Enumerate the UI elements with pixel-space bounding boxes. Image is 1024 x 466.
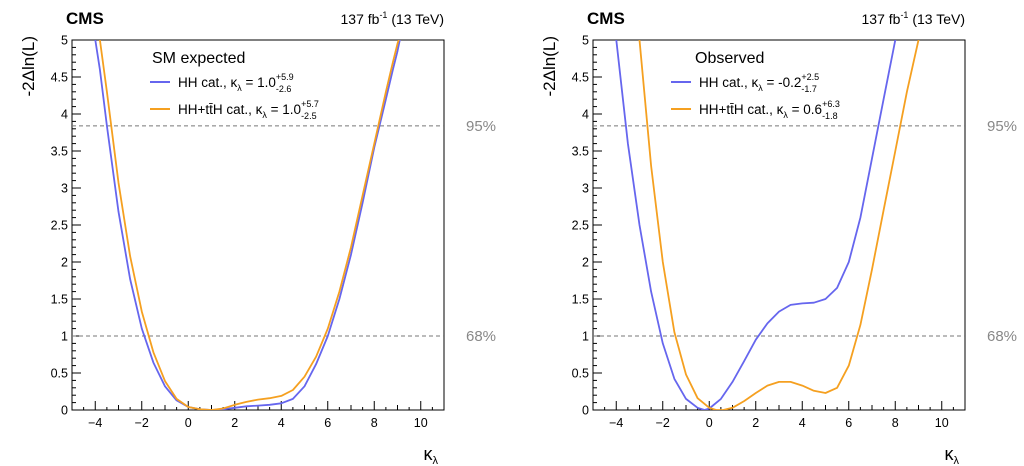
legend-upper-error: +2.5 [801, 72, 819, 82]
y-tick-label: 0.5 [51, 367, 68, 381]
y-tick-label: 1 [61, 330, 68, 344]
lumi-base: 137 fb [862, 11, 901, 27]
y-tick-label: 4.5 [51, 71, 68, 85]
legend-lower-error: -1.7 [801, 84, 817, 94]
likelihood-curve [638, 40, 920, 410]
legend-category: HH cat., [699, 75, 752, 90]
x-axis-symbol: κ [945, 444, 955, 464]
y-tick-label: 3.5 [572, 145, 589, 159]
legend-lower-error: -2.5 [301, 111, 317, 121]
x-tick-label: 6 [845, 416, 852, 430]
x-tick-label: 2 [752, 416, 759, 430]
y-tick-label: 4 [61, 108, 68, 122]
lumi-base: 137 fb [341, 11, 380, 27]
legend-best-fit: = 1.0 [267, 102, 301, 117]
lumi-energy: (13 TeV) [387, 11, 444, 27]
reference-line-label: 95% [466, 118, 496, 135]
legend-lower-error: -1.8 [822, 111, 838, 121]
likelihood-curve [615, 40, 897, 410]
reference-line-label: 68% [987, 328, 1017, 345]
legend-entry: HH cat., κλ = -0.2+2.5 -1.7 [699, 72, 819, 94]
plot-frame [71, 39, 445, 411]
legend-category: HH+tt̄H cat., [699, 102, 777, 117]
x-tick-label: 4 [278, 416, 285, 430]
legend-kappa: κ [231, 75, 238, 90]
y-tick-label: 5 [61, 34, 68, 48]
y-tick-label: 3.5 [51, 145, 68, 159]
legend-upper-error: +5.7 [301, 99, 319, 109]
x-tick-label: 2 [231, 416, 238, 430]
lumi-exponent: -1 [900, 10, 908, 20]
luminosity-label: 137 fb-1 (13 TeV) [341, 10, 445, 27]
legend-category: HH+tt̄H cat., [178, 102, 256, 117]
y-tick-label: 0.5 [572, 367, 589, 381]
y-tick-label: 4.5 [572, 71, 589, 85]
x-tick-label: −4 [609, 416, 623, 430]
legend-best-fit: = -0.2 [763, 75, 802, 90]
x-axis-label: κλ [424, 444, 439, 466]
x-tick-label: 8 [371, 416, 378, 430]
x-tick-label: −2 [656, 416, 670, 430]
legend-kappa-subscript: λ [237, 83, 242, 93]
x-axis-subscript: λ [954, 455, 960, 466]
x-tick-label: 0 [706, 416, 713, 430]
legend-kappa-subscript: λ [262, 110, 267, 120]
legend-upper-error: +6.3 [822, 99, 840, 109]
y-axis-label: -2Δln(L) [19, 36, 38, 96]
chart-panel-expected: −4 −2 0 2 4 6 8 10 0 0.5 1 1.5 2 2.5 3 3.5 4 4.5 5 68% 95% CM… [19, 9, 496, 466]
y-axis-label: -2Δln(L) [540, 36, 559, 96]
luminosity-label: 137 fb-1 (13 TeV) [862, 10, 966, 27]
lumi-energy: (13 TeV) [908, 11, 965, 27]
legend-kappa-subscript: λ [758, 83, 763, 93]
x-tick-label: 10 [935, 416, 949, 430]
legend-entry: HH+tt̄H cat., κλ = 0.6+6.3 -1.8 [699, 99, 840, 121]
legend-kappa: κ [777, 102, 784, 117]
y-tick-label: 1.5 [572, 293, 589, 307]
legend-upper-error: +5.9 [276, 72, 294, 82]
y-tick-label: 3 [582, 182, 589, 196]
legend-lower-error: -2.6 [276, 84, 292, 94]
x-tick-label: 8 [892, 416, 899, 430]
x-tick-label: 6 [324, 416, 331, 430]
y-tick-label: 2.5 [572, 219, 589, 233]
y-tick-label: 1 [582, 330, 589, 344]
x-axis-label: κλ [945, 444, 960, 466]
legend-best-fit: = 1.0 [242, 75, 276, 90]
legend-entry: HH cat., κλ = 1.0+5.9 -2.6 [178, 72, 294, 94]
legend-title: SM expected [152, 50, 245, 67]
reference-line-label: 95% [987, 118, 1017, 135]
x-tick-label: −4 [88, 416, 102, 430]
legend-category: HH cat., [178, 75, 231, 90]
legend-kappa: κ [256, 102, 263, 117]
likelihood-curve [99, 40, 400, 410]
x-tick-label: −2 [135, 416, 149, 430]
y-tick-label: 4 [582, 108, 589, 122]
y-tick-label: 0 [582, 404, 589, 418]
experiment-label: CMS [587, 9, 625, 28]
experiment-label: CMS [66, 9, 104, 28]
y-tick-label: 2 [61, 256, 68, 270]
y-tick-label: 5 [582, 34, 589, 48]
reference-line-label: 68% [466, 328, 496, 345]
legend-title: Observed [695, 50, 764, 67]
legend-best-fit: = 0.6 [788, 102, 822, 117]
legend-entry: HH+tt̄H cat., κλ = 1.0+5.7 -2.5 [178, 99, 319, 121]
x-tick-label: 10 [414, 416, 428, 430]
plot-frame [592, 39, 966, 411]
x-tick-label: 4 [799, 416, 806, 430]
lumi-exponent: -1 [379, 10, 387, 20]
chart-panel-observed: −4 −2 0 2 4 6 8 10 0 0.5 1 1.5 2 2.5 3 3.5 4 4.5 5 68% 95% CM… [540, 9, 1017, 466]
x-axis-symbol: κ [424, 444, 434, 464]
legend-kappa-subscript: λ [783, 110, 788, 120]
y-tick-label: 1.5 [51, 293, 68, 307]
x-tick-label: 0 [185, 416, 192, 430]
x-axis-subscript: λ [433, 455, 439, 466]
y-tick-label: 2.5 [51, 219, 68, 233]
legend-kappa: κ [752, 75, 759, 90]
y-tick-label: 3 [61, 182, 68, 196]
y-tick-label: 0 [61, 404, 68, 418]
y-tick-label: 2 [582, 256, 589, 270]
